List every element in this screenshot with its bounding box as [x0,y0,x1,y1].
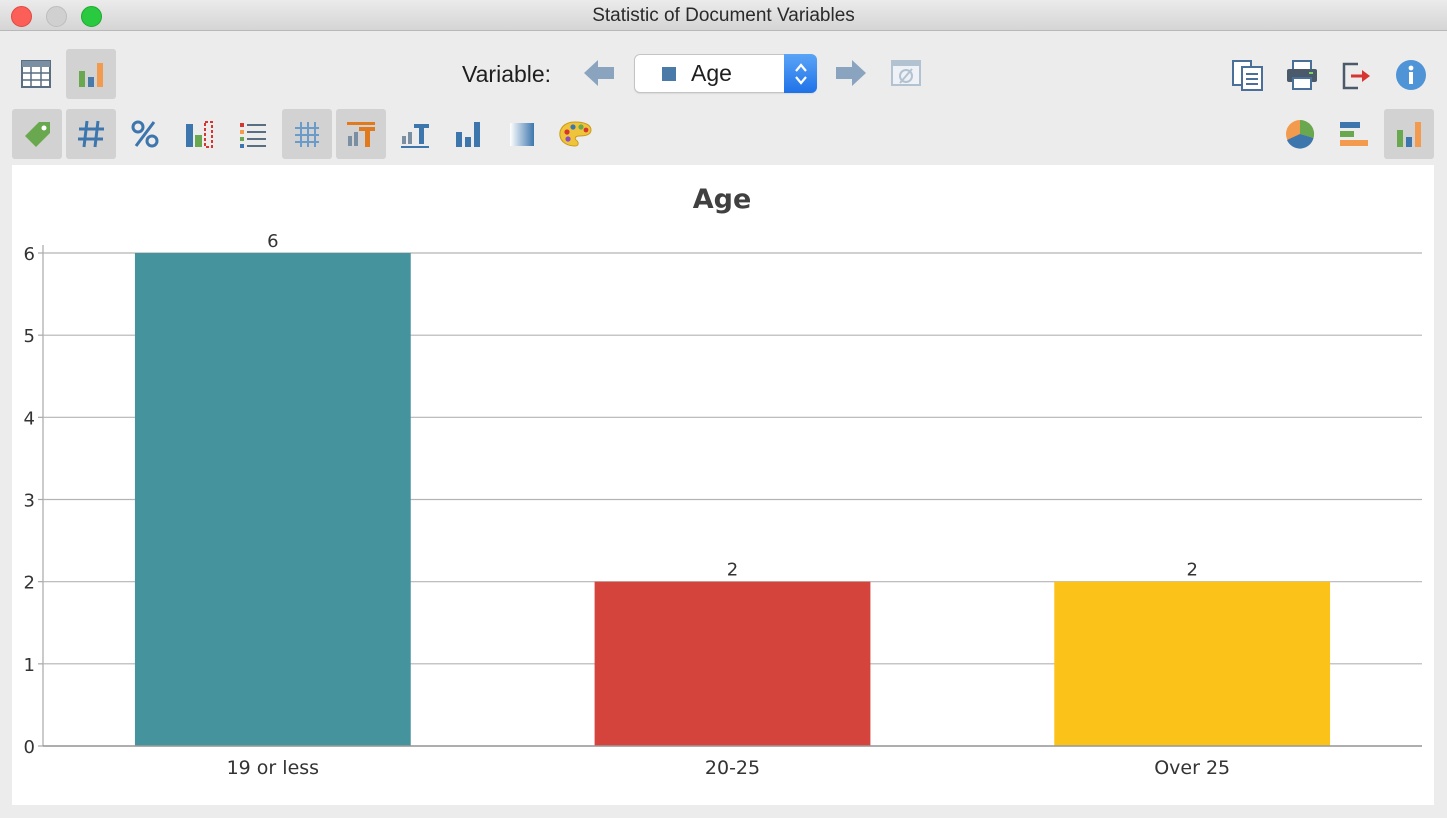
y-tick-label: 2 [24,573,35,594]
missing-values-chart-icon [186,121,213,148]
bar[interactable] [134,253,411,746]
close-window-button[interactable] [11,6,32,27]
show-percent-button[interactable] [120,109,170,159]
gradient-icon [510,123,534,146]
y-tick-label: 5 [24,326,35,347]
chart-title-icon [347,122,375,147]
axis-labels-icon [401,124,429,148]
missing-values-icon [891,60,921,86]
vertical-bar-chart-button[interactable] [1384,109,1434,159]
x-category-label: 19 or less [227,757,319,779]
next-variable-button[interactable] [826,48,876,98]
horizontal-bar-chart-button[interactable] [1329,109,1379,159]
frequency-number-icon [78,120,104,148]
variable-select[interactable]: Age [634,54,817,93]
grid-lines-icon [295,122,319,147]
bar-value-label: 2 [1186,560,1197,581]
print-button[interactable] [1277,50,1327,100]
variable-select-stepper[interactable] [784,54,817,93]
bar[interactable] [1054,581,1331,746]
pie-chart-icon [1286,119,1315,149]
missing-values-chart-button[interactable] [174,109,224,159]
color-palette-button[interactable] [550,109,600,159]
arrow-right-icon [836,60,866,86]
minimize-window-button[interactable] [46,6,67,27]
x-category-label: 20-25 [705,757,760,779]
chart-title: Age [693,184,752,215]
export-icon [1342,62,1370,90]
legend-list-icon [240,123,266,148]
info-icon [1396,60,1426,90]
previous-variable-button[interactable] [574,48,624,98]
chart-view-icon [79,63,103,87]
info-button[interactable] [1386,50,1436,100]
bar[interactable] [594,581,871,746]
pie-chart-button[interactable] [1275,109,1325,159]
x-category-label: Over 25 [1154,757,1230,779]
y-tick-label: 6 [24,244,35,265]
window-title: Statistic of Document Variables [592,5,855,26]
arrow-left-icon [584,60,614,86]
y-tick-label: 4 [24,408,35,429]
y-tick-label: 0 [24,737,35,758]
bar-chart-style-icon [456,122,480,147]
show-frequency-button[interactable] [66,109,116,159]
chart-title-button[interactable] [336,109,386,159]
print-icon [1287,60,1317,90]
table-view-icon [21,60,51,88]
bar-chart: Age 0 1 2 3 4 5 6 6 19 or less 2 20-25 2 Over 25 [24,184,1422,779]
table-view-button[interactable] [11,49,61,99]
grid-lines-button[interactable] [282,109,332,159]
variable-select-value: Age [691,60,732,86]
label-tag-icon [25,122,50,147]
y-tick-label: 1 [24,655,35,676]
variable-label: Variable: [462,61,552,87]
chart-area: Age 0 1 2 3 4 5 6 6 19 or less 2 20-25 2 Over 25 [12,165,1434,805]
show-labels-button[interactable] [12,109,62,159]
copy-icon [1232,60,1263,91]
chevron-up-down-icon [794,62,807,85]
horizontal-bar-chart-icon [1340,122,1368,146]
gradient-button[interactable] [497,109,547,159]
export-button[interactable] [1332,50,1382,100]
y-tick-label: 3 [24,491,35,512]
bar-value-label: 2 [727,560,738,581]
missing-values-button[interactable] [881,48,931,98]
chart-view-button[interactable] [66,49,116,99]
zoom-window-button[interactable] [81,6,102,27]
vertical-bar-chart-icon [1397,122,1421,147]
bar-chart-style-button[interactable] [444,109,494,159]
copy-button[interactable] [1223,50,1273,100]
percent-icon [131,120,159,148]
bar-value-label: 6 [267,231,278,252]
axis-labels-button[interactable] [390,109,440,159]
title-bar: Statistic of Document Variables [0,0,1447,31]
color-palette-icon [559,121,592,147]
legend-list-button[interactable] [228,109,278,159]
variable-color-swatch [662,67,676,81]
